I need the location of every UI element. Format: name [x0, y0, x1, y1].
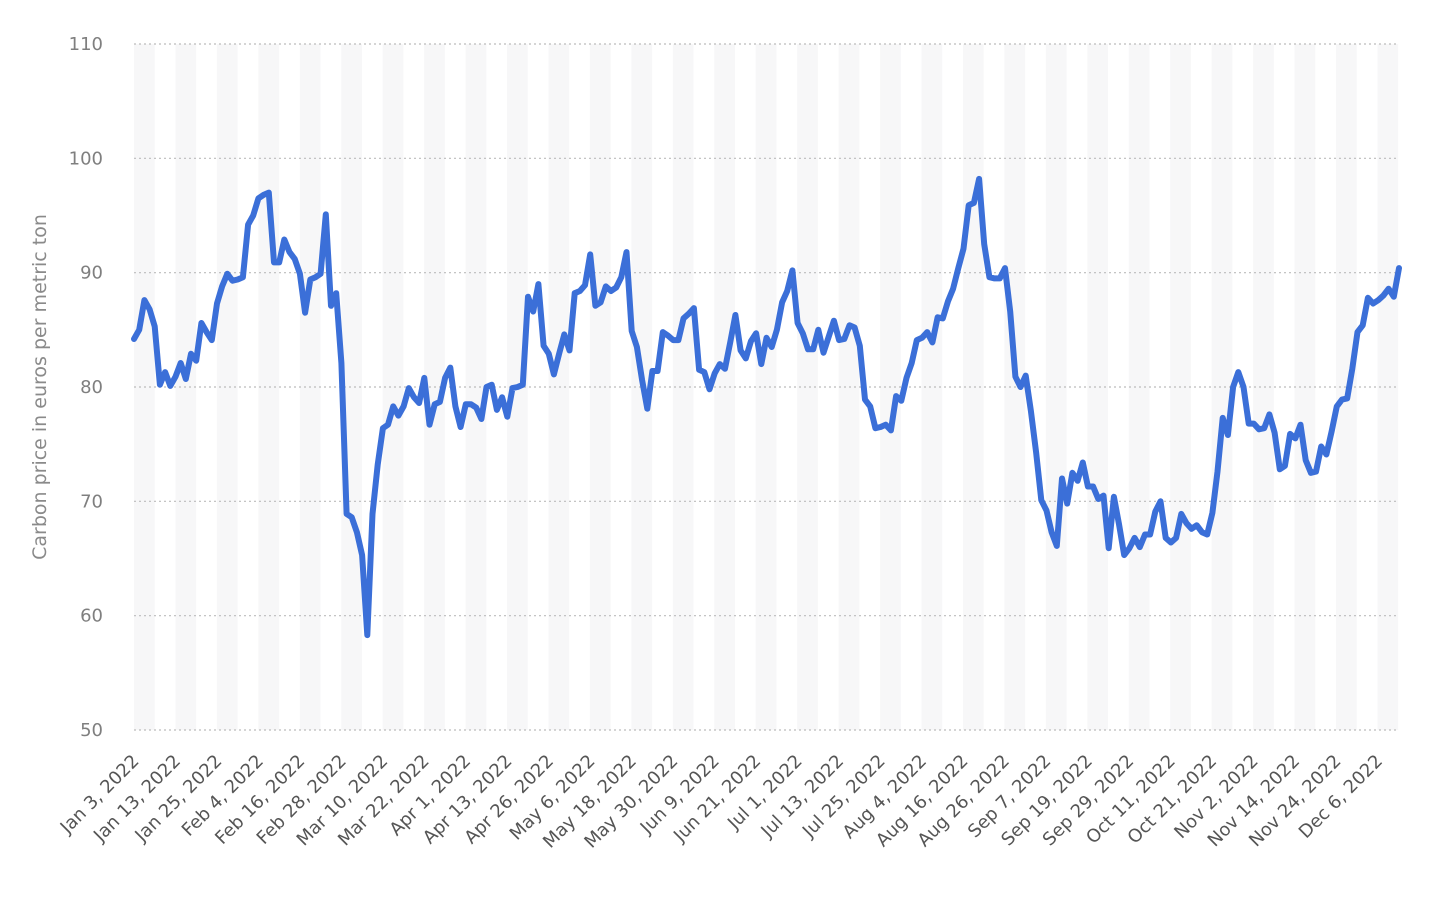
background-band: [1087, 44, 1109, 730]
background-band: [341, 44, 362, 730]
background-band: [672, 44, 694, 730]
y-tick-label: 100: [69, 148, 103, 169]
y-tick-label: 80: [80, 377, 103, 398]
y-tick-label: 90: [80, 263, 103, 284]
alternating-bands: [134, 44, 1399, 730]
y-axis-ticks: 50 60 70 80 90 100 110: [69, 34, 103, 741]
background-band: [548, 44, 570, 730]
y-tick-label: 110: [69, 34, 103, 55]
y-tick-label: 50: [80, 720, 103, 741]
y-tick-label: 60: [80, 606, 103, 627]
background-band: [1253, 44, 1274, 730]
series-layer: [131, 175, 1402, 639]
series-line: [131, 175, 1402, 639]
background-band: [921, 44, 943, 730]
y-tick-label: 70: [80, 491, 103, 512]
background-band: [258, 44, 280, 730]
background-band: [382, 44, 404, 730]
background-band: [216, 44, 238, 730]
background-band: [1045, 44, 1067, 730]
background-band: [755, 44, 777, 730]
background-band: [1377, 44, 1399, 730]
y-axis-label: Carbon price in euros per metric ton: [29, 214, 51, 560]
background-band: [1211, 44, 1233, 730]
background-band: [797, 44, 818, 730]
background-band: [838, 44, 860, 730]
